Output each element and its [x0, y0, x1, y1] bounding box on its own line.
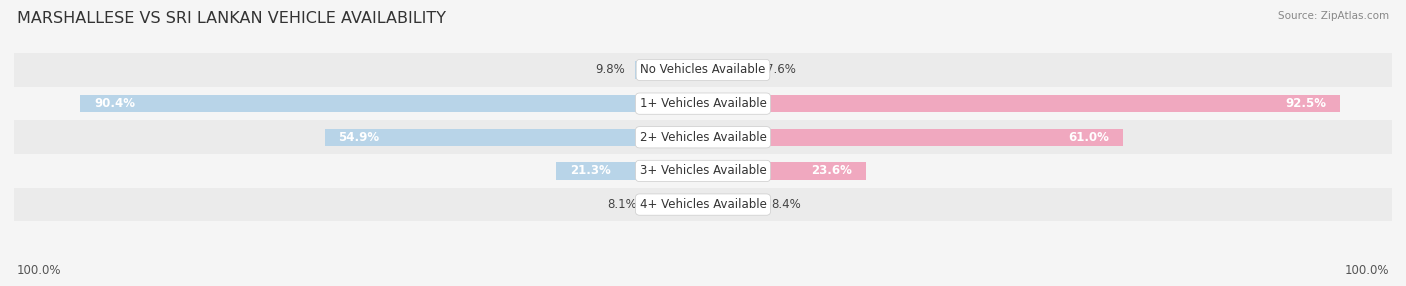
Text: 100.0%: 100.0%	[17, 265, 62, 277]
Bar	[14, 188, 1392, 221]
Bar	[636, 61, 703, 79]
Bar	[703, 95, 1340, 112]
Legend: Marshallese, Sri Lankan: Marshallese, Sri Lankan	[600, 283, 806, 286]
Text: 8.1%: 8.1%	[607, 198, 637, 211]
Text: 7.6%: 7.6%	[766, 63, 796, 76]
Bar	[703, 128, 1123, 146]
Bar	[647, 196, 703, 213]
Text: Source: ZipAtlas.com: Source: ZipAtlas.com	[1278, 11, 1389, 21]
Text: 54.9%: 54.9%	[339, 131, 380, 144]
Text: 2+ Vehicles Available: 2+ Vehicles Available	[640, 131, 766, 144]
Bar	[703, 61, 755, 79]
Text: MARSHALLESE VS SRI LANKAN VEHICLE AVAILABILITY: MARSHALLESE VS SRI LANKAN VEHICLE AVAILA…	[17, 11, 446, 26]
Text: 3+ Vehicles Available: 3+ Vehicles Available	[640, 164, 766, 177]
Bar	[14, 53, 1392, 87]
Text: 23.6%: 23.6%	[811, 164, 852, 177]
Text: 8.4%: 8.4%	[772, 198, 801, 211]
Bar	[14, 87, 1392, 120]
Text: 21.3%: 21.3%	[569, 164, 610, 177]
Text: 61.0%: 61.0%	[1069, 131, 1109, 144]
Bar	[557, 162, 703, 180]
Bar	[325, 128, 703, 146]
Text: 9.8%: 9.8%	[595, 63, 626, 76]
Bar	[80, 95, 703, 112]
Text: No Vehicles Available: No Vehicles Available	[640, 63, 766, 76]
Text: 4+ Vehicles Available: 4+ Vehicles Available	[640, 198, 766, 211]
Text: 92.5%: 92.5%	[1285, 97, 1326, 110]
Bar	[703, 162, 866, 180]
Bar	[14, 120, 1392, 154]
Text: 1+ Vehicles Available: 1+ Vehicles Available	[640, 97, 766, 110]
Bar	[14, 154, 1392, 188]
Text: 90.4%: 90.4%	[94, 97, 135, 110]
Bar	[703, 196, 761, 213]
Text: 100.0%: 100.0%	[1344, 265, 1389, 277]
